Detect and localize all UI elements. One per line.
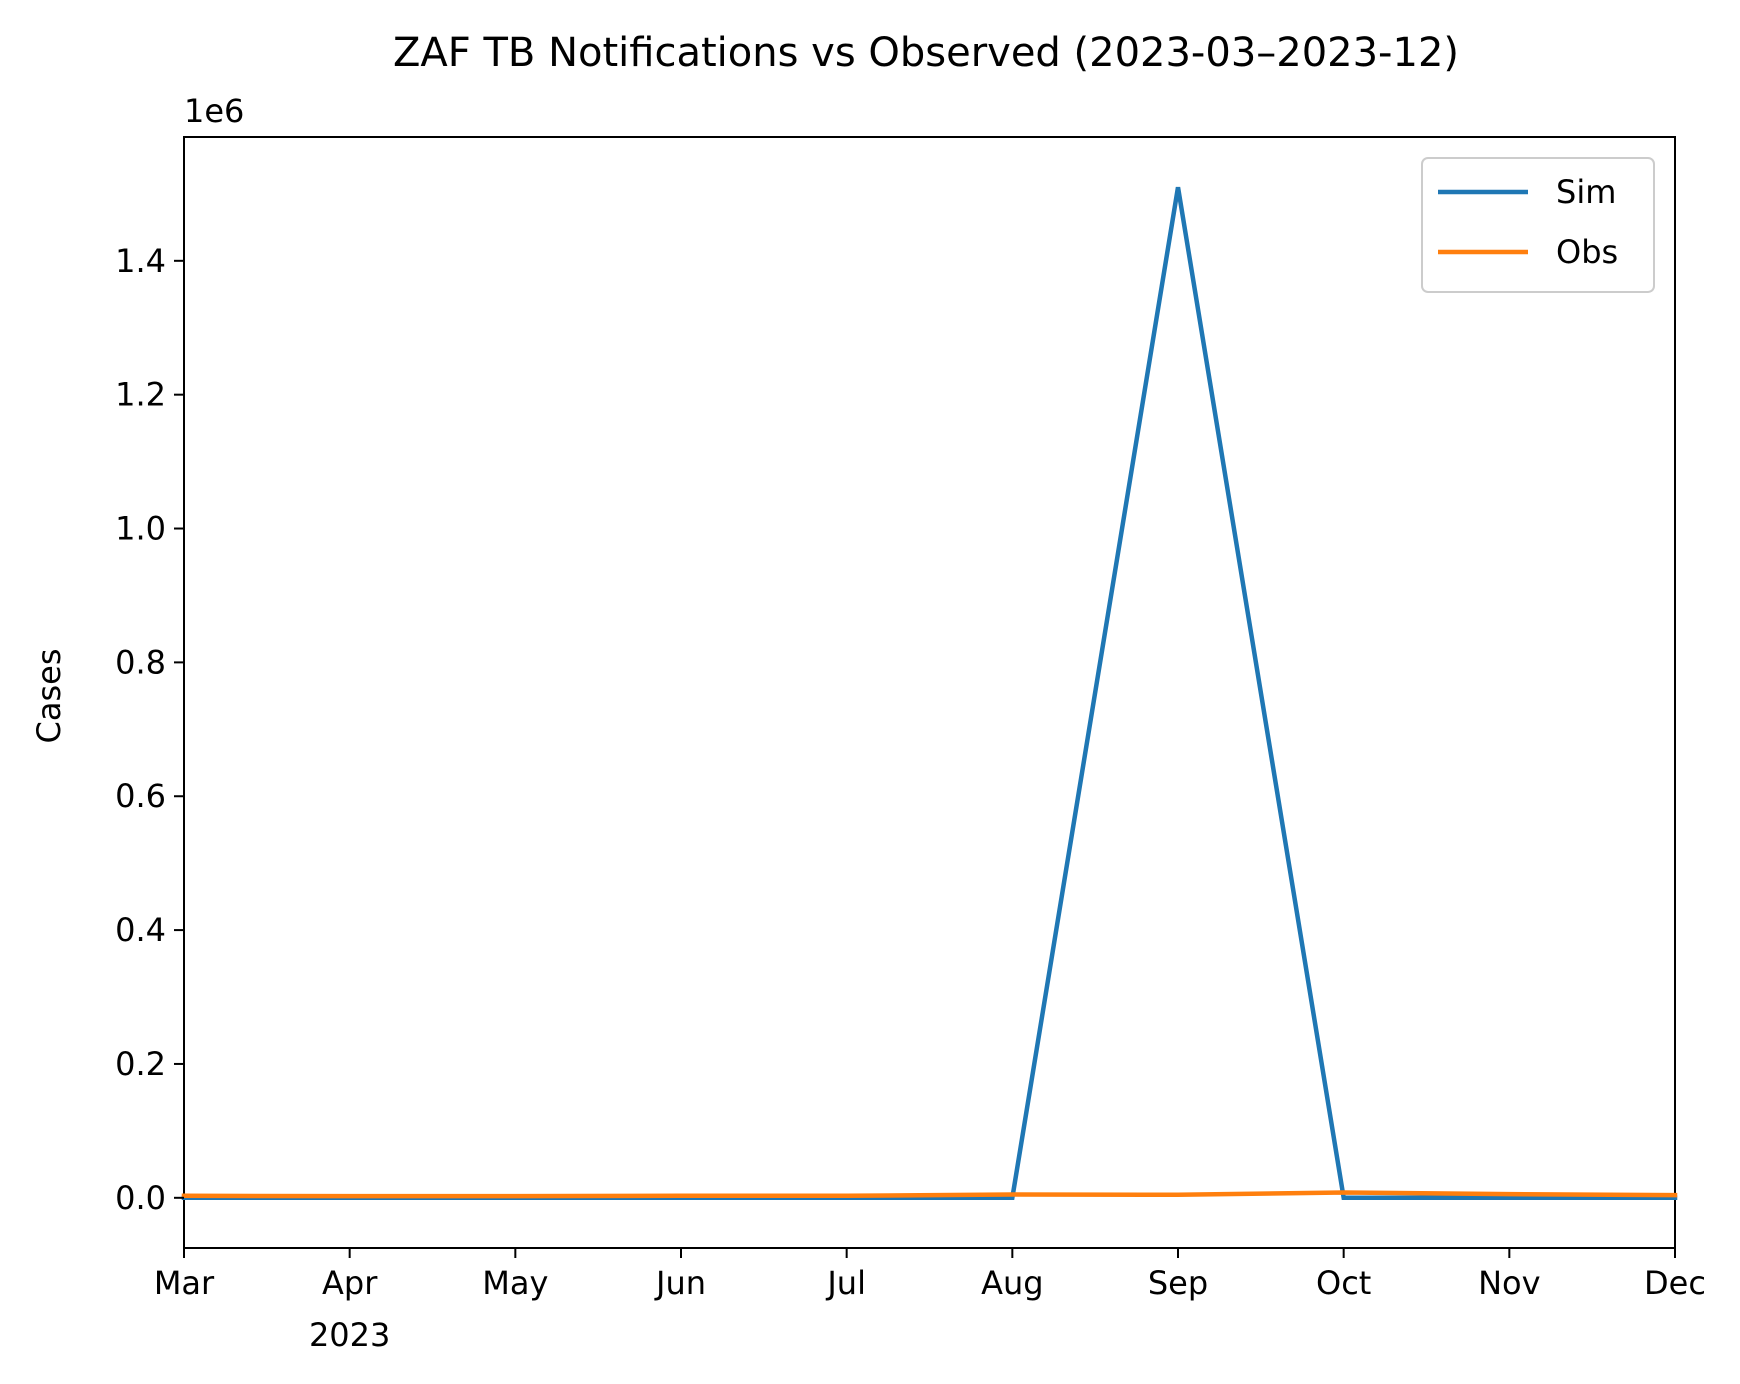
axes-frame xyxy=(183,136,1676,1249)
plot-area xyxy=(183,136,1676,1249)
x-tick-label: Aug xyxy=(981,1264,1043,1302)
x-tick-label: May xyxy=(482,1264,548,1302)
y-tick-label: 1.4 xyxy=(115,242,166,280)
y-axis-label: Cases xyxy=(30,649,68,744)
x-tick-label: Dec xyxy=(1644,1264,1706,1302)
legend: Sim Obs xyxy=(1421,157,1655,293)
chart-title: ZAF TB Notifications vs Observed (2023-0… xyxy=(393,30,1459,76)
x-year-label: 2023 xyxy=(309,1316,390,1354)
y-tick-label: 1.2 xyxy=(115,376,166,414)
y-tick-label: 0.6 xyxy=(115,777,166,815)
x-tick-label: Jun xyxy=(654,1264,706,1302)
y-tick-label: 0.2 xyxy=(115,1045,166,1083)
x-tick-label: Jul xyxy=(825,1264,866,1302)
x-tick-label: Nov xyxy=(1478,1264,1540,1302)
y-tick-label: 1.0 xyxy=(115,510,166,548)
x-tick-label: Oct xyxy=(1316,1264,1371,1302)
legend-label-sim: Sim xyxy=(1556,173,1616,211)
series-line-obs xyxy=(181,1190,1678,1199)
legend-label-obs: Obs xyxy=(1556,233,1618,271)
x-tick-label: Apr xyxy=(322,1264,378,1302)
y-tick-label: 0.4 xyxy=(115,911,166,949)
legend-box xyxy=(1421,157,1655,293)
y-tick-label: 0.8 xyxy=(115,643,166,681)
x-axis-ticks: Mar Apr May Jun Jul Aug Sep Oct Nov Dec xyxy=(154,1248,1706,1302)
x-tick-label: Sep xyxy=(1148,1264,1208,1302)
y-axis-ticks: 0.0 0.2 0.4 0.6 0.8 1.0 1.2 1.4 xyxy=(115,242,184,1217)
series-layer xyxy=(181,186,1678,1201)
y-tick-label: 0.0 xyxy=(115,1179,166,1217)
y-offset-label: 1e6 xyxy=(184,92,244,130)
x-tick-label: Mar xyxy=(154,1264,215,1302)
